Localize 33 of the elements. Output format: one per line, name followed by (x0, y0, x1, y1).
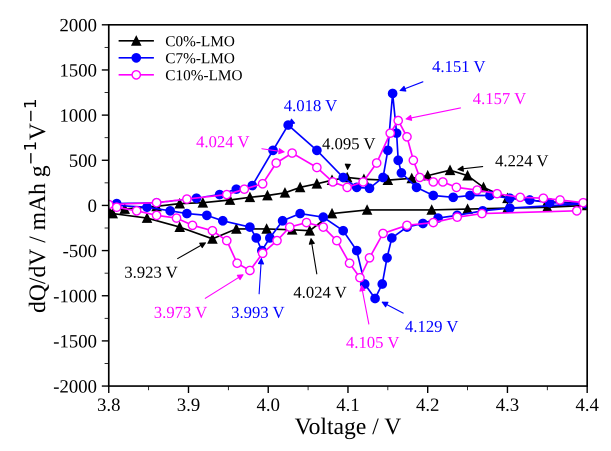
y-axis-title: dQ/dV / mAh g$^{−1}$V$^{−1}$ (24, 100, 50, 312)
x-tick-label: 3.9 (178, 398, 200, 412)
x-tick-label: 4.0 (256, 398, 280, 412)
y-tick-label: 2000 (60, 18, 96, 32)
annotation: 4.151 V (432, 60, 486, 72)
annotation: 4.018 V (284, 100, 338, 112)
x-tick-label: 4.3 (496, 398, 518, 412)
x-axis-title: Voltage / V (294, 418, 402, 440)
annotation: 3.923 V (125, 266, 178, 278)
annotation: 3.973 V (154, 306, 208, 318)
y-tick-label: 500 (70, 154, 96, 167)
y-tick-label: -1500 (54, 334, 96, 348)
legend-label: C10%-LMO (166, 70, 242, 80)
y-tick-label: 0 (88, 199, 96, 212)
annotation: 3.993 V (232, 306, 284, 318)
legend-label: C0%-LMO (166, 36, 234, 46)
x-tick-label: 3.8 (98, 398, 120, 412)
legend-label: C7%-LMO (166, 53, 234, 64)
y-tick-label: 1500 (61, 64, 96, 77)
annotation: 4.024 V (294, 286, 347, 298)
annotation: 4.024 V (196, 136, 250, 148)
annotation: 4.129 V (405, 320, 458, 332)
annotation: 4.105 V (346, 336, 400, 348)
x-tick-label: 4.2 (416, 398, 438, 412)
y-tick-label: 1000 (61, 109, 96, 122)
y-tick-label: -1000 (54, 290, 96, 302)
annotation: 4.224 V (495, 155, 548, 167)
x-tick-label: 4.4 (576, 398, 599, 412)
x-tick-label: 4.1 (336, 398, 359, 412)
y-tick-label: -500 (63, 244, 96, 258)
annotation: 4.095 V (322, 138, 376, 150)
y-tick-label: -2000 (54, 380, 96, 393)
annotation: 4.157 V (473, 93, 526, 104)
